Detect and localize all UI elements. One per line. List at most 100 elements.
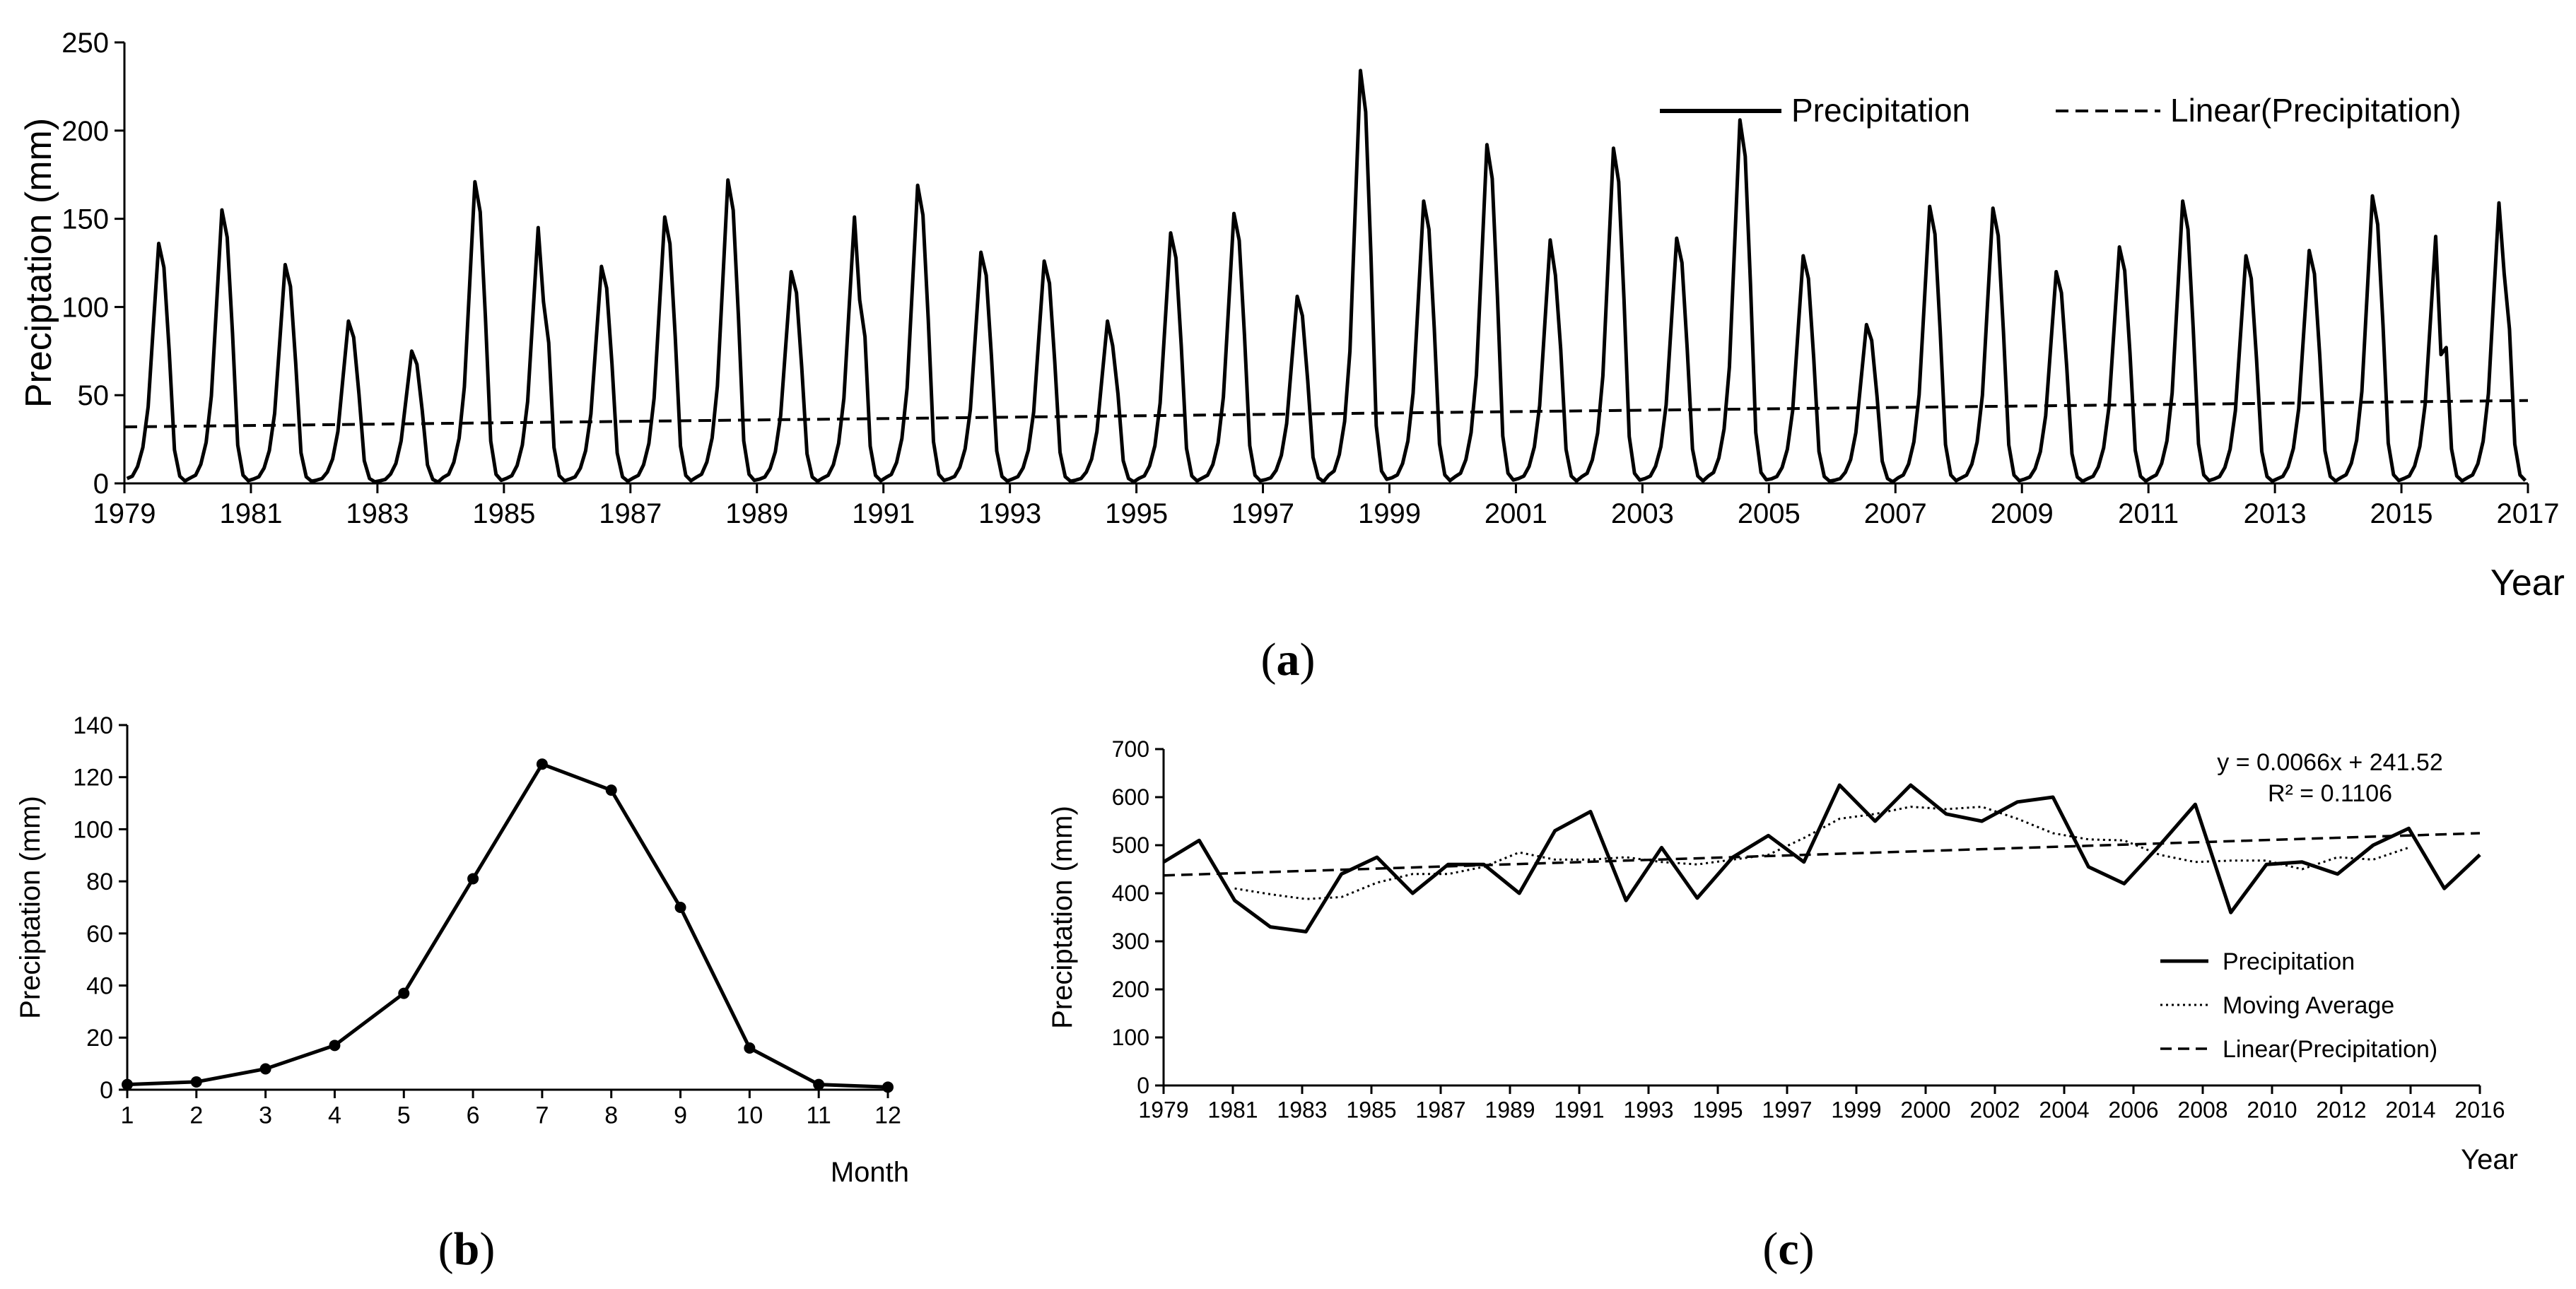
x-tick-label: 1979 [93, 498, 156, 529]
y-tick-label: 0 [93, 469, 109, 500]
y-tick-label: 250 [62, 28, 109, 59]
monthly-precipitation-line [127, 762, 889, 1089]
legend-label-precipitation: Precipitation [1791, 92, 1970, 129]
x-axis-label: Year [2490, 563, 2565, 604]
x-tick-label: 1985 [1346, 1097, 1396, 1123]
y-tick-label: 400 [1112, 881, 1149, 906]
legend-label-moving-average: Moving Average [2223, 992, 2394, 1019]
x-tick-label: 1995 [1105, 498, 1168, 529]
data-point [674, 902, 686, 913]
x-tick-label: 2014 [2385, 1097, 2435, 1123]
x-tick-label: 2008 [2177, 1097, 2227, 1123]
y-tick-label: 140 [73, 712, 113, 739]
data-point [190, 1076, 202, 1088]
r-squared-label: R² = 0.1106 [2268, 780, 2392, 807]
x-tick-label: 1979 [1138, 1097, 1188, 1123]
y-tick-label: 150 [62, 204, 109, 235]
x-tick-label: 7 [535, 1102, 549, 1129]
x-tick-label: 2013 [2244, 498, 2307, 529]
caption-b-letter: b [453, 1223, 480, 1275]
x-tick-label: 1991 [852, 498, 915, 529]
precipitation-series-line [1162, 783, 2481, 934]
x-tick-label: 1989 [1485, 1097, 1535, 1123]
y-tick-label: 100 [73, 816, 113, 843]
linear-trend-line [1163, 832, 2481, 877]
legend-label-precipitation: Precipitation [2223, 948, 2355, 975]
x-tick-label: 1999 [1831, 1097, 1881, 1123]
y-tick-label: 20 [86, 1025, 113, 1052]
x-tick-label: 11 [807, 1102, 831, 1129]
precipitation-series-line [126, 69, 2527, 484]
panel-c-chart: 0 100 200 300 400 500 600 700 1979 1981 1983 1985 19… [1047, 736, 2518, 1175]
x-tick-label: 2007 [1864, 498, 1927, 529]
x-tick-label: 1983 [1277, 1097, 1327, 1123]
x-tick-label: 1981 [219, 498, 282, 529]
moving-average-line [1234, 806, 2409, 900]
y-tick-label: 60 [86, 921, 113, 948]
x-tick-label: 4 [328, 1102, 341, 1129]
caption-c-letter: c [1778, 1223, 1799, 1275]
y-tick-label: 700 [1112, 736, 1149, 762]
data-point [813, 1078, 825, 1090]
x-tick-label: 12 [874, 1102, 901, 1129]
x-tick-label: 2003 [1611, 498, 1674, 529]
x-tick-label: 3 [259, 1102, 272, 1129]
x-tick-label: 9 [674, 1102, 687, 1129]
y-tick-label: 500 [1112, 832, 1149, 858]
y-tick-label: 600 [1112, 784, 1149, 810]
y-tick-label: 40 [86, 972, 113, 999]
data-point [259, 1063, 271, 1075]
x-tick-label: 1987 [599, 498, 662, 529]
caption-a-letter: a [1276, 634, 1300, 685]
x-tick-label: 2012 [2316, 1097, 2366, 1123]
x-tick-label: 1997 [1762, 1097, 1812, 1123]
data-point [398, 987, 410, 999]
x-tick-label: 1981 [1207, 1097, 1258, 1123]
data-point [536, 758, 548, 770]
y-tick-label: 200 [62, 116, 109, 147]
y-tick-label: 200 [1112, 977, 1149, 1002]
y-tick-label: 80 [86, 869, 113, 895]
x-tick-label: 2009 [1991, 498, 2054, 529]
x-tick-label: 2016 [2454, 1097, 2505, 1123]
y-tick-label: 100 [62, 292, 109, 323]
x-tick-label: 2011 [2118, 498, 2179, 529]
x-tick-label: 1991 [1554, 1097, 1604, 1123]
legend-label-linear: Linear(Precipitation) [2223, 1036, 2437, 1063]
x-tick-label: 5 [397, 1102, 411, 1129]
x-tick-label: 1989 [725, 498, 788, 529]
x-tick-label: 1983 [346, 498, 409, 529]
y-tick-label: 300 [1112, 929, 1149, 954]
x-tick-label: 6 [467, 1102, 480, 1129]
y-axis-label: Preciptation (mm) [15, 796, 46, 1019]
y-tick-label: 100 [1112, 1025, 1149, 1050]
data-point [744, 1042, 756, 1054]
data-point [329, 1040, 341, 1052]
x-axis-label: Year [2461, 1144, 2518, 1175]
x-tick-label: 2000 [1900, 1097, 1950, 1123]
x-tick-label: 1985 [472, 498, 535, 529]
data-point [467, 873, 479, 885]
data-point [122, 1078, 133, 1090]
x-tick-label: 2002 [1969, 1097, 2020, 1123]
x-tick-label: 1 [121, 1102, 134, 1129]
y-tick-label: 50 [78, 380, 110, 411]
x-tick-label: 8 [604, 1102, 618, 1129]
x-tick-label: 1993 [978, 498, 1041, 529]
caption-a: (a) [1260, 634, 1316, 685]
data-point [882, 1081, 894, 1093]
x-tick-label: 1993 [1623, 1097, 1673, 1123]
y-axis-label: Preciptation (mm) [1047, 806, 1078, 1029]
x-tick-label: 2005 [1738, 498, 1801, 529]
x-tick-label: 1987 [1415, 1097, 1465, 1123]
x-tick-label: 2004 [2039, 1097, 2089, 1123]
x-tick-label: 10 [736, 1102, 763, 1129]
x-tick-label: 1997 [1231, 498, 1294, 529]
x-tick-label: 2010 [2247, 1097, 2297, 1123]
panel-a-chart: 0 50 100 150 200 250 1979 1981 1983 1985 1987 1989 1… [18, 28, 2565, 604]
x-tick-label: 2017 [2497, 498, 2560, 529]
data-point [605, 784, 617, 796]
trend-equation: y = 0.0066x + 241.52 [2217, 749, 2442, 776]
